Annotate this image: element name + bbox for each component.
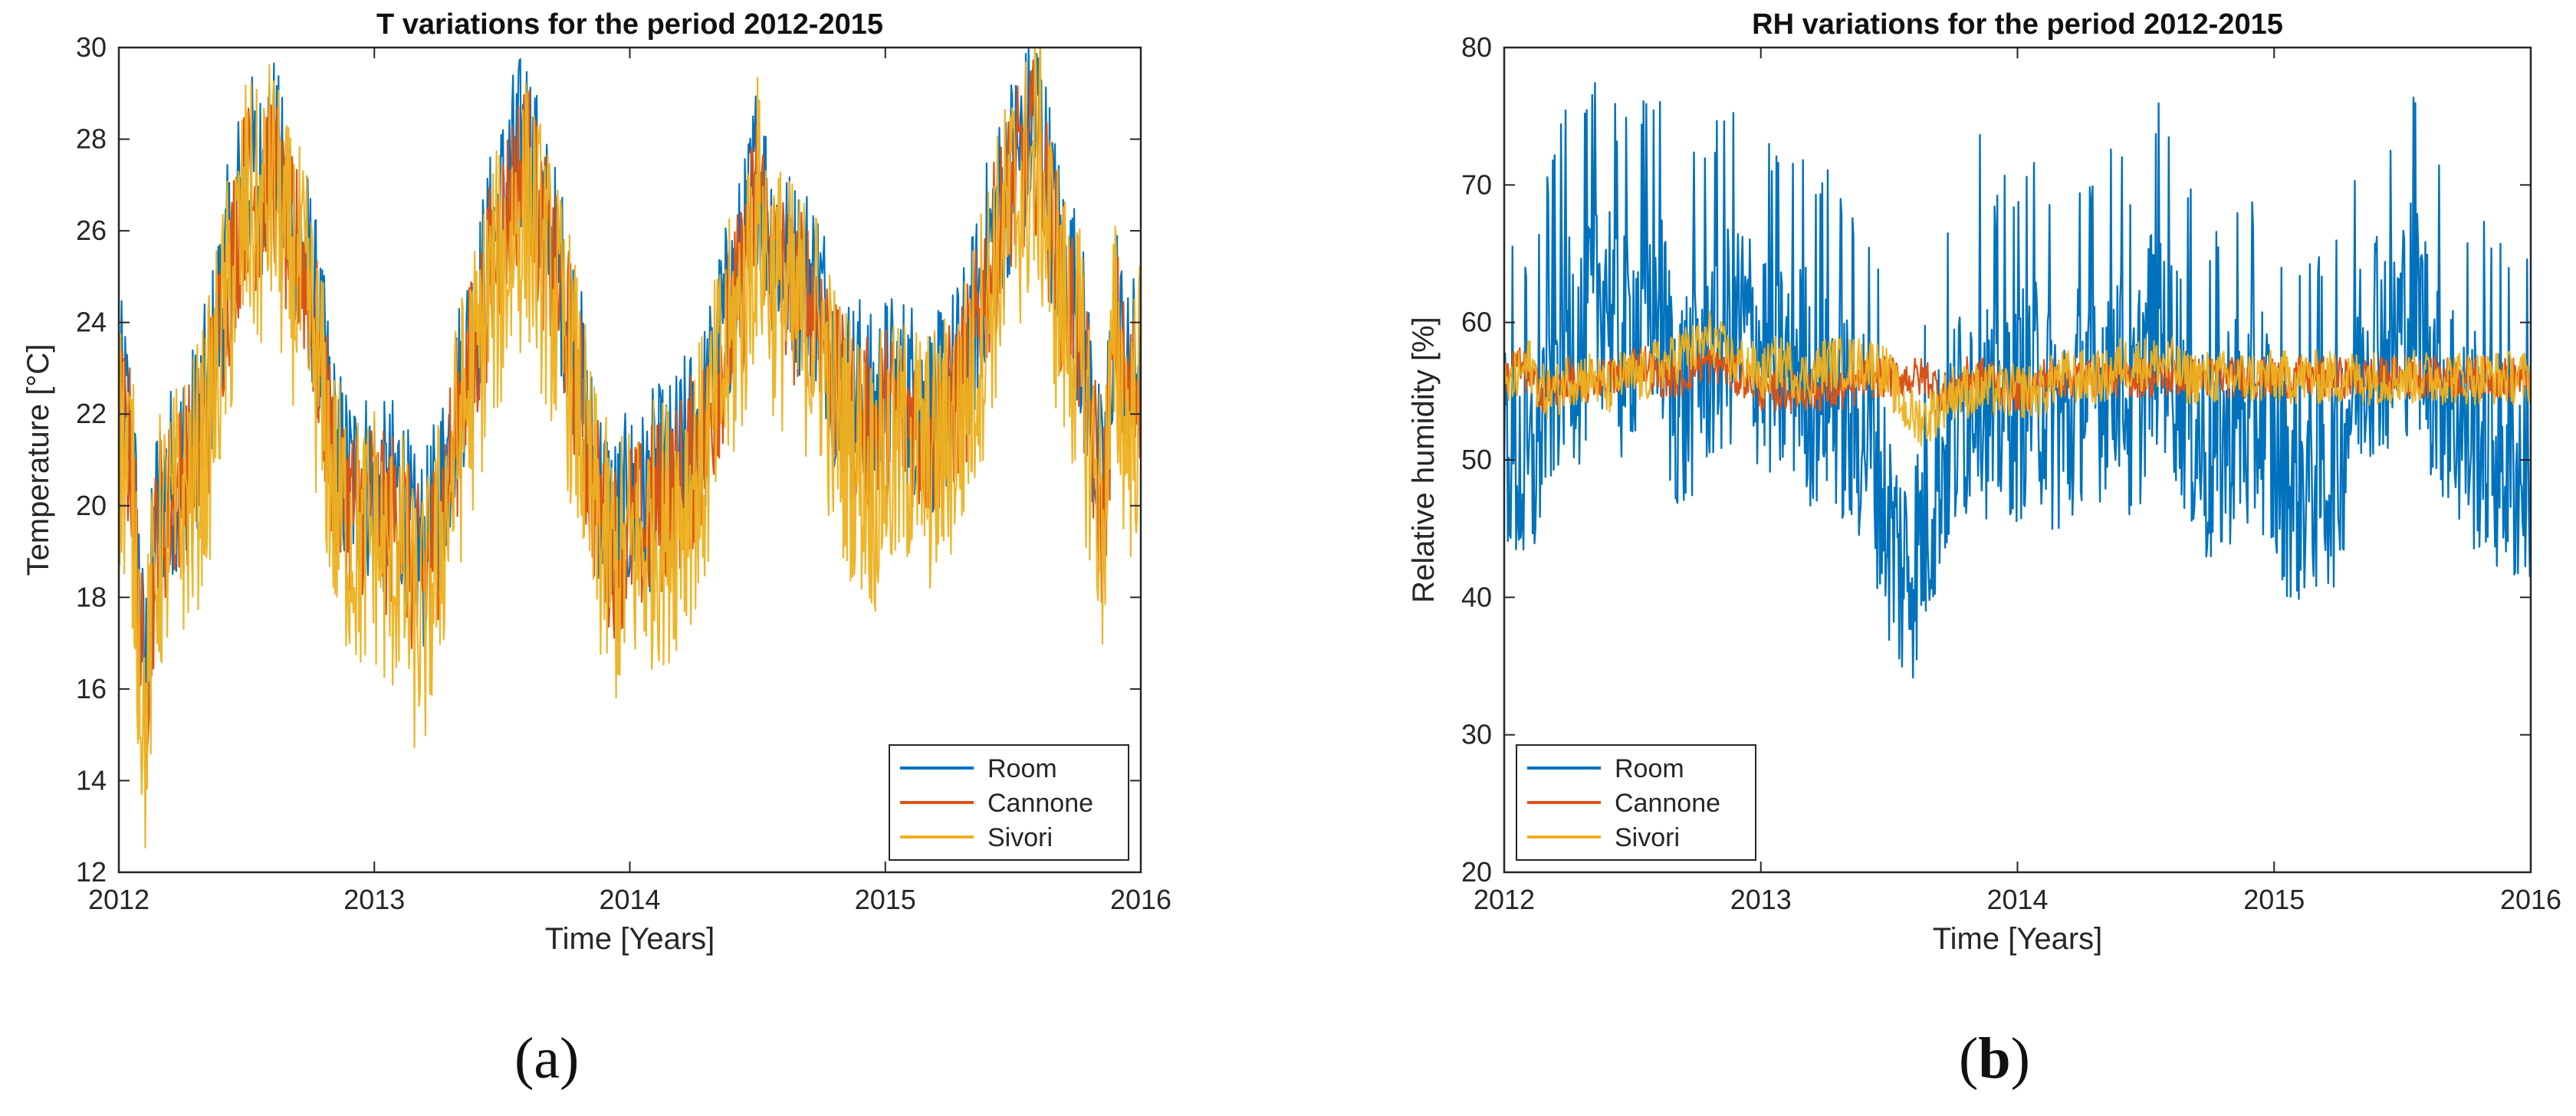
- x-tick-label: 2012: [1474, 884, 1535, 915]
- y-tick-label: 20: [76, 490, 107, 521]
- x-axis-label: Time [Years]: [1933, 922, 2103, 956]
- x-tick-label: 2013: [343, 884, 405, 915]
- y-axis-label: Relative humidity [%]: [1407, 317, 1441, 602]
- y-tick-label: 50: [1461, 444, 1492, 475]
- legend-label-sivori: Sivori: [1615, 823, 1680, 852]
- y-tick-label: 30: [1461, 719, 1492, 750]
- legend-label-room: Room: [987, 754, 1057, 783]
- y-tick-label: 22: [76, 398, 107, 429]
- y-tick-label: 24: [76, 307, 107, 338]
- x-tick-label: 2016: [1110, 884, 1171, 915]
- x-tick-label: 2015: [2243, 884, 2305, 915]
- chart-title: RH variations for the period 2012-2015: [1752, 8, 2283, 41]
- x-tick-label: 2013: [1730, 884, 1792, 915]
- x-tick-label: 2016: [2500, 884, 2561, 915]
- y-axis-label: Temperature [°C]: [21, 344, 55, 576]
- legend-label-sivori: Sivori: [987, 823, 1053, 852]
- y-tick-label: 14: [76, 764, 107, 796]
- legend: Room Cannone Sivori: [889, 744, 1129, 861]
- series-line-sivori: [1504, 310, 2531, 447]
- legend-label-room: Room: [1615, 754, 1684, 783]
- x-tick-label: 2014: [599, 884, 660, 915]
- y-tick-label: 30: [76, 31, 107, 63]
- y-tick-label: 16: [76, 673, 107, 704]
- legend-label-cannone: Cannone: [1615, 789, 1720, 818]
- y-tick-label: 60: [1461, 307, 1492, 338]
- y-tick-label: 20: [1461, 856, 1492, 888]
- y-tick-label: 12: [76, 856, 107, 888]
- y-tick-label: 18: [76, 581, 107, 612]
- panel-label-a: (a): [514, 1026, 580, 1091]
- x-tick-label: 2012: [88, 884, 150, 915]
- series-group: [119, 48, 1141, 848]
- y-tick-label: 26: [76, 215, 107, 246]
- y-tick-label: 40: [1461, 581, 1492, 612]
- chart-temperature: 2012 2013 2014 2015 2016 12 14 16 18 20 22 24 26 28 30…: [21, 8, 1171, 956]
- legend: Room Cannone Sivori: [1516, 744, 1756, 861]
- series-group: [1504, 82, 2531, 679]
- x-tick-label: 2015: [855, 884, 916, 915]
- chart-title: T variations for the period 2012-2015: [376, 8, 883, 41]
- x-tick-label: 2014: [1986, 884, 2048, 915]
- legend-label-cannone: Cannone: [987, 789, 1093, 818]
- y-tick-label: 70: [1461, 169, 1492, 200]
- panel-label-b: (b): [1959, 1026, 2030, 1091]
- chart-humidity: 2012 2013 2014 2015 2016 20 30 40 50 60 70 80 RH var…: [1407, 8, 2561, 956]
- series-line-sivori: [119, 48, 1141, 848]
- y-tick-label: 28: [76, 123, 107, 155]
- x-axis-label: Time [Years]: [545, 922, 715, 956]
- y-tick-label: 80: [1461, 31, 1492, 63]
